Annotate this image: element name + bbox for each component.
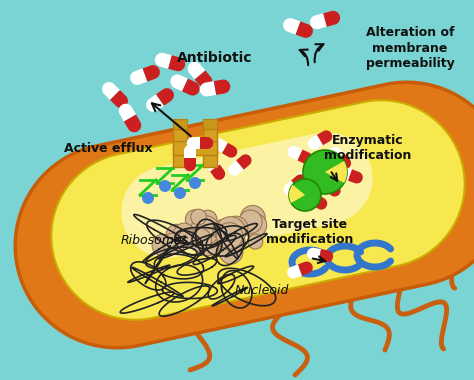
Wedge shape bbox=[289, 185, 305, 203]
Polygon shape bbox=[143, 65, 160, 82]
Text: Alteration of
membrane
permeability: Alteration of membrane permeability bbox=[365, 27, 455, 70]
Polygon shape bbox=[110, 90, 128, 108]
Circle shape bbox=[240, 206, 265, 230]
Text: Active efflux: Active efflux bbox=[64, 141, 152, 155]
Circle shape bbox=[178, 229, 197, 247]
Polygon shape bbox=[236, 154, 252, 169]
Polygon shape bbox=[210, 165, 225, 180]
Polygon shape bbox=[308, 135, 323, 150]
Polygon shape bbox=[119, 104, 136, 122]
Polygon shape bbox=[200, 137, 213, 149]
Circle shape bbox=[224, 216, 248, 241]
Circle shape bbox=[189, 177, 201, 189]
Polygon shape bbox=[336, 154, 351, 169]
Circle shape bbox=[188, 228, 211, 252]
Circle shape bbox=[163, 233, 185, 255]
Polygon shape bbox=[309, 167, 323, 181]
Text: Antibiotic: Antibiotic bbox=[177, 51, 253, 65]
Text: Target site
modification: Target site modification bbox=[266, 218, 354, 246]
Polygon shape bbox=[348, 169, 363, 184]
Circle shape bbox=[191, 209, 206, 225]
Circle shape bbox=[303, 150, 347, 194]
Circle shape bbox=[185, 210, 205, 229]
Polygon shape bbox=[195, 71, 212, 89]
Polygon shape bbox=[155, 53, 172, 69]
Circle shape bbox=[174, 223, 194, 244]
Polygon shape bbox=[121, 132, 373, 258]
Polygon shape bbox=[214, 79, 230, 95]
Polygon shape bbox=[303, 190, 318, 205]
Polygon shape bbox=[187, 137, 200, 149]
Circle shape bbox=[174, 187, 186, 199]
Bar bbox=[203, 119, 217, 129]
Bar bbox=[203, 129, 217, 167]
Polygon shape bbox=[156, 88, 174, 106]
Polygon shape bbox=[130, 68, 147, 85]
Circle shape bbox=[166, 224, 187, 245]
Circle shape bbox=[223, 230, 245, 252]
Polygon shape bbox=[200, 81, 216, 97]
Polygon shape bbox=[168, 55, 185, 71]
Polygon shape bbox=[184, 158, 196, 171]
Circle shape bbox=[216, 223, 243, 249]
Text: Ribosomes: Ribosomes bbox=[121, 233, 189, 247]
Bar bbox=[173, 141, 217, 155]
Polygon shape bbox=[317, 130, 332, 145]
Polygon shape bbox=[337, 166, 352, 180]
Circle shape bbox=[215, 217, 246, 247]
Polygon shape bbox=[296, 21, 313, 38]
Circle shape bbox=[243, 213, 267, 237]
Circle shape bbox=[152, 234, 174, 256]
Polygon shape bbox=[124, 114, 141, 132]
Polygon shape bbox=[188, 62, 205, 79]
Circle shape bbox=[191, 215, 219, 245]
Polygon shape bbox=[213, 138, 228, 153]
Polygon shape bbox=[307, 248, 321, 261]
Circle shape bbox=[239, 210, 262, 233]
Polygon shape bbox=[323, 11, 340, 27]
Polygon shape bbox=[51, 100, 465, 320]
Circle shape bbox=[142, 192, 154, 204]
Polygon shape bbox=[222, 143, 237, 158]
Polygon shape bbox=[329, 147, 344, 162]
Polygon shape bbox=[297, 169, 311, 183]
Polygon shape bbox=[298, 150, 312, 164]
Polygon shape bbox=[326, 181, 341, 196]
Polygon shape bbox=[319, 249, 333, 262]
Circle shape bbox=[159, 180, 171, 192]
Circle shape bbox=[248, 234, 263, 249]
Polygon shape bbox=[283, 18, 301, 35]
Text: Enzymatic
modification: Enzymatic modification bbox=[324, 134, 412, 162]
Polygon shape bbox=[310, 13, 327, 29]
Polygon shape bbox=[15, 82, 474, 348]
Bar bbox=[173, 119, 187, 129]
Polygon shape bbox=[184, 145, 196, 158]
Polygon shape bbox=[288, 146, 302, 160]
Polygon shape bbox=[319, 174, 335, 189]
Polygon shape bbox=[170, 74, 188, 91]
Polygon shape bbox=[102, 82, 120, 100]
Wedge shape bbox=[325, 161, 347, 183]
Polygon shape bbox=[291, 174, 307, 190]
Polygon shape bbox=[287, 264, 302, 279]
Polygon shape bbox=[228, 160, 244, 176]
Polygon shape bbox=[312, 195, 327, 210]
Circle shape bbox=[213, 219, 235, 241]
Circle shape bbox=[289, 179, 321, 211]
Polygon shape bbox=[146, 94, 164, 112]
Circle shape bbox=[219, 241, 243, 264]
Circle shape bbox=[198, 210, 217, 229]
Polygon shape bbox=[283, 180, 299, 196]
Polygon shape bbox=[298, 261, 313, 276]
Circle shape bbox=[239, 214, 262, 236]
Polygon shape bbox=[205, 156, 220, 171]
Text: Nucleoid: Nucleoid bbox=[235, 283, 289, 296]
Bar bbox=[173, 129, 187, 167]
Polygon shape bbox=[182, 79, 200, 95]
Circle shape bbox=[193, 227, 222, 256]
